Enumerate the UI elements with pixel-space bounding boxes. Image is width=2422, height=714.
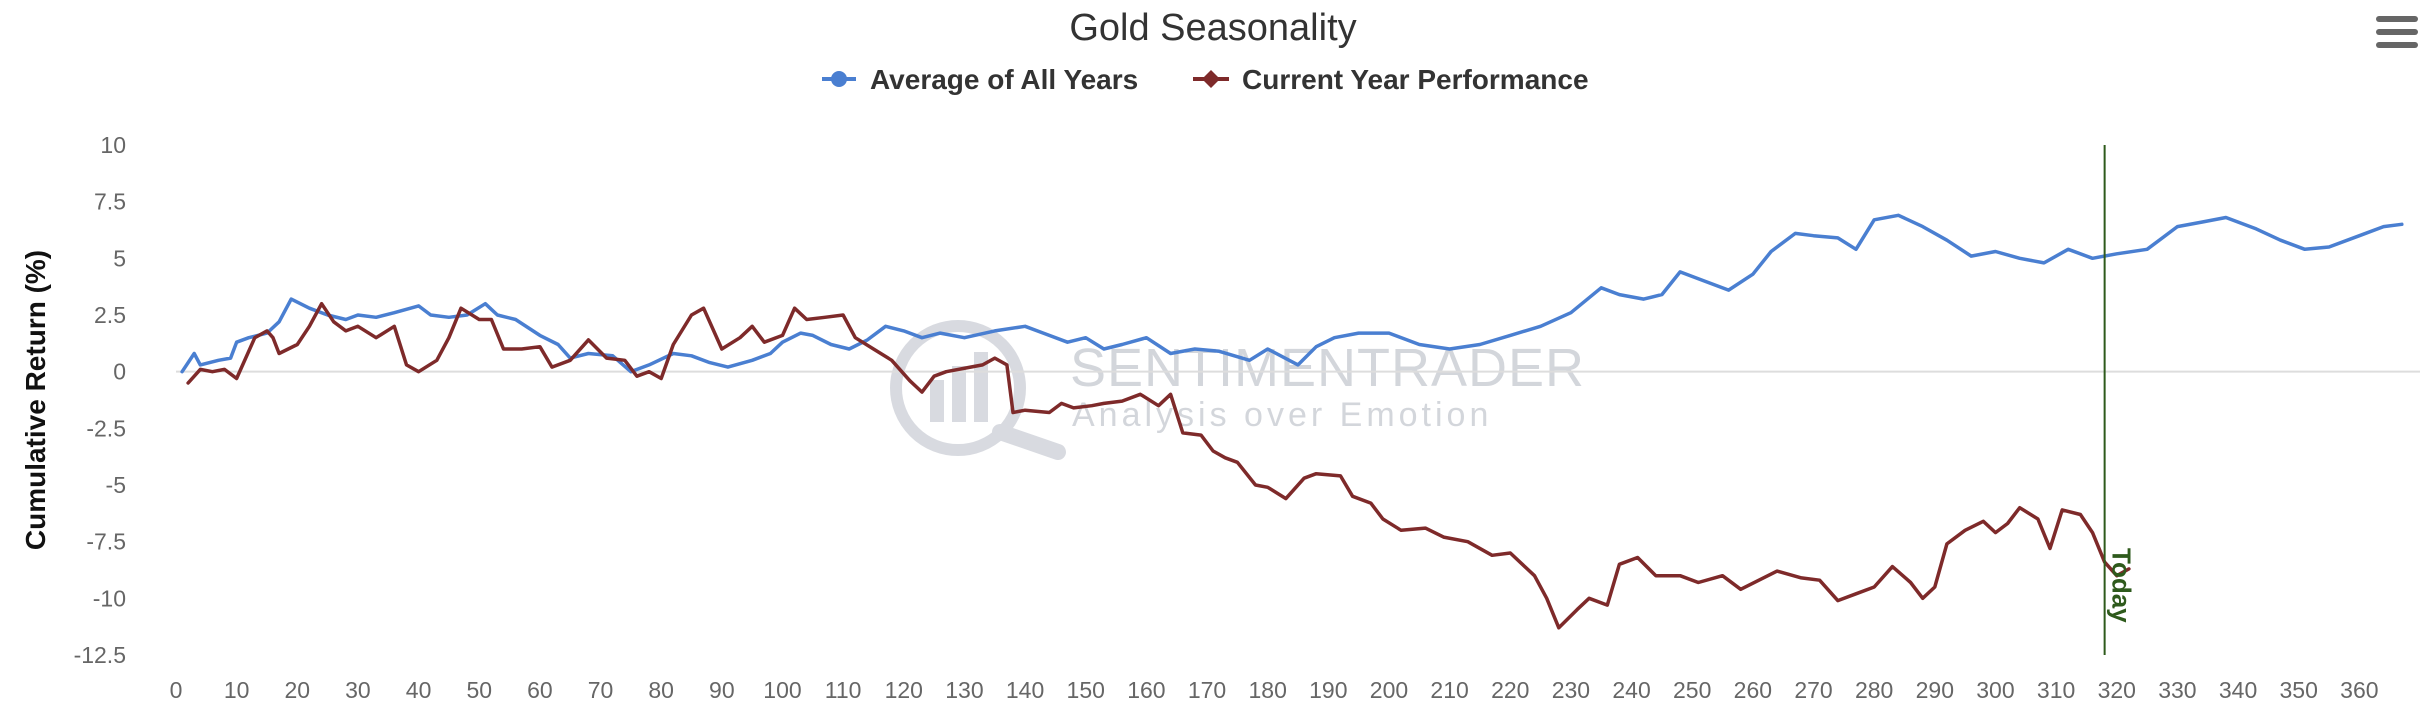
x-tick-label: 140: [1006, 677, 1044, 703]
chart-title: Gold Seasonality: [1069, 7, 1356, 49]
x-tick-label: 50: [466, 677, 492, 703]
series-group: [180, 213, 2404, 630]
legend-item-average[interactable]: Average of All Years: [822, 64, 1138, 95]
legend-diamond-marker-icon: [1202, 70, 1220, 88]
today-label: Today: [2107, 548, 2137, 623]
x-tick-label: 60: [527, 677, 553, 703]
watermark-bar-icon: [952, 366, 966, 422]
x-tick-label: 220: [1491, 677, 1529, 703]
y-tick-label: -2.5: [86, 415, 126, 441]
x-tick-label: 30: [345, 677, 371, 703]
y-tick-label: -10: [93, 585, 126, 611]
watermark-handle-icon: [992, 424, 1066, 460]
y-tick-label: -12.5: [74, 642, 126, 668]
x-tick-label: 350: [2280, 677, 2318, 703]
y-tick-label: 2.5: [94, 302, 126, 328]
watermark-magnifier-icon: [890, 320, 1026, 456]
x-tick-label: 20: [285, 677, 311, 703]
series-line-average[interactable]: [180, 213, 2404, 374]
x-tick-label: 360: [2340, 677, 2378, 703]
x-tick-label: 130: [945, 677, 983, 703]
legend-item-current-year[interactable]: Current Year Performance: [1193, 64, 1589, 95]
x-tick-label: 0: [170, 677, 183, 703]
x-tick-label: 160: [1127, 677, 1165, 703]
x-tick-label: 10: [224, 677, 250, 703]
x-tick-label: 70: [588, 677, 614, 703]
menu-bar: [2376, 16, 2418, 22]
x-tick-label: 250: [1673, 677, 1711, 703]
watermark-bar-icon: [974, 352, 988, 422]
x-tick-label: 270: [1794, 677, 1832, 703]
today-marker-group: Today: [2103, 145, 2137, 655]
menu-bar: [2376, 42, 2418, 48]
x-tick-label: 80: [648, 677, 674, 703]
x-tick-label: 310: [2037, 677, 2075, 703]
x-tick-label: 320: [2098, 677, 2136, 703]
y-tick-label: 0: [113, 359, 126, 385]
x-tick-label: 330: [2158, 677, 2196, 703]
y-tick-label: -7.5: [86, 529, 126, 555]
x-tick-label: 190: [1309, 677, 1347, 703]
x-tick-label: 200: [1370, 677, 1408, 703]
x-tick-label: 210: [1430, 677, 1468, 703]
watermark-tagline: Analysis over Emotion: [1072, 396, 1492, 434]
hamburger-menu-icon[interactable]: [2376, 16, 2418, 52]
x-axis-ticks: 0 10 20 30 40 50 60 70 80 90 100 110 120 130 140 150 160…: [170, 677, 2379, 703]
y-tick-label: -5: [106, 472, 126, 498]
x-tick-label: 340: [2219, 677, 2257, 703]
x-tick-label: 90: [709, 677, 735, 703]
y-axis-ticks: 10 7.5 5 2.5 0 -2.5 -5 -7.5 -10 -12.5: [74, 132, 126, 668]
x-tick-label: 230: [1552, 677, 1590, 703]
y-tick-label: 7.5: [94, 189, 126, 215]
x-tick-label: 110: [825, 677, 862, 703]
y-axis-label: Cumulative Return (%): [20, 250, 51, 550]
x-tick-label: 120: [885, 677, 923, 703]
x-tick-label: 170: [1188, 677, 1226, 703]
x-tick-label: 290: [1916, 677, 1954, 703]
legend: Average of All Years Current Year Perfor…: [822, 64, 1589, 95]
legend-label-average: Average of All Years: [870, 64, 1138, 95]
menu-bar: [2376, 29, 2418, 35]
watermark: SENTIMENTRADER Analysis over Emotion: [890, 320, 1585, 460]
x-tick-label: 180: [1248, 677, 1286, 703]
x-tick-label: 280: [1855, 677, 1893, 703]
y-tick-label: 10: [100, 132, 126, 158]
legend-label-current-year: Current Year Performance: [1242, 64, 1589, 95]
x-tick-label: 100: [763, 677, 801, 703]
watermark-bar-icon: [930, 380, 944, 422]
x-tick-label: 150: [1067, 677, 1105, 703]
y-tick-label: 5: [113, 245, 126, 271]
x-tick-label: 300: [1976, 677, 2014, 703]
x-tick-label: 260: [1734, 677, 1772, 703]
watermark-brand: SENTIMENTRADER: [1070, 338, 1585, 398]
x-tick-label: 240: [1612, 677, 1650, 703]
series-line-current-year[interactable]: [186, 301, 2131, 630]
x-tick-label: 40: [406, 677, 432, 703]
legend-circle-marker-icon: [831, 71, 847, 87]
